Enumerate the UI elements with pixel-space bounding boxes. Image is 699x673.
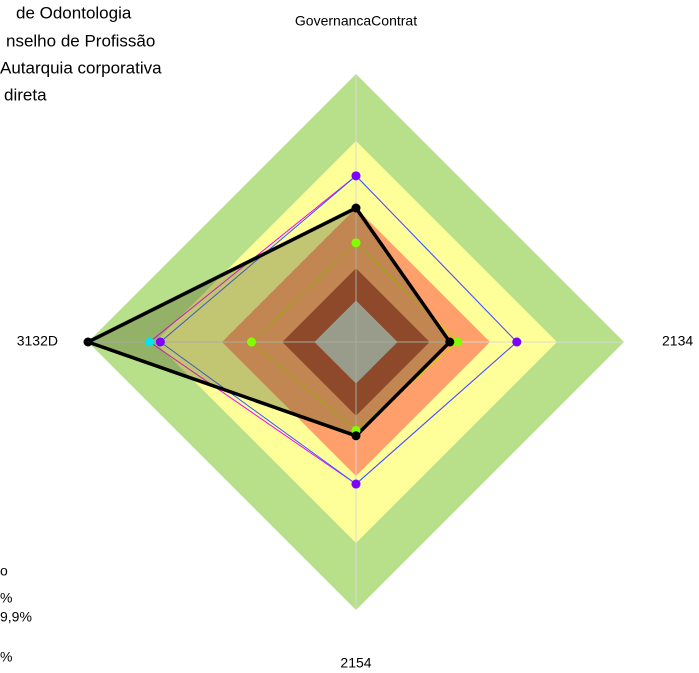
series-point bbox=[351, 431, 361, 441]
axis-label: 2134 bbox=[662, 333, 693, 349]
legend-text: direta bbox=[4, 85, 47, 104]
series-point bbox=[351, 238, 361, 248]
series-point bbox=[83, 337, 93, 347]
legend-text: % bbox=[0, 590, 12, 606]
axis-label: GovernancaContrat bbox=[295, 13, 417, 29]
legend-text: 9,9% bbox=[0, 609, 32, 625]
series-point bbox=[512, 337, 522, 347]
series-point bbox=[445, 337, 455, 347]
legend-text: de Odontologia bbox=[16, 3, 132, 22]
legend-text: Autarquia corporativa bbox=[0, 58, 162, 77]
series-point bbox=[453, 337, 463, 347]
legend-text: % bbox=[0, 649, 12, 665]
series-point bbox=[351, 203, 361, 213]
series-point bbox=[145, 337, 155, 347]
series-point bbox=[155, 337, 165, 347]
legend-text: nselho de Profissão bbox=[6, 31, 155, 50]
series-point bbox=[351, 479, 361, 489]
series-point bbox=[246, 337, 256, 347]
legend-text: o bbox=[0, 563, 8, 579]
series-point bbox=[351, 171, 361, 181]
axis-label: 3132D bbox=[17, 333, 58, 349]
axis-label: 2154 bbox=[340, 655, 371, 671]
